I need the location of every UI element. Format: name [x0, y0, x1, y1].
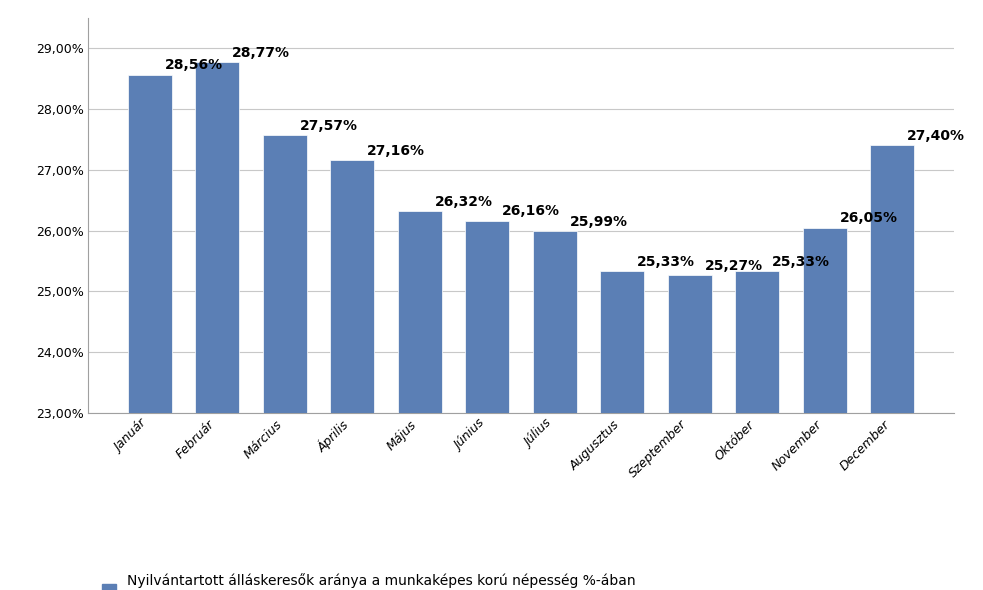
Bar: [196, 62, 239, 413]
Text: 27,40%: 27,40%: [907, 129, 965, 143]
Text: 25,33%: 25,33%: [772, 255, 830, 269]
Bar: [262, 135, 307, 413]
Text: 27,57%: 27,57%: [300, 119, 358, 133]
Text: 26,16%: 26,16%: [502, 204, 560, 218]
Text: 25,27%: 25,27%: [705, 258, 763, 273]
Legend: Nyilvántartott álláskeresők aránya a munkaképes korú népesség %-ában
Hajdúhadház: Nyilvántartott álláskeresők aránya a mun…: [95, 566, 643, 590]
Bar: [601, 271, 644, 413]
Bar: [128, 75, 172, 413]
Bar: [803, 228, 846, 413]
Text: 28,56%: 28,56%: [164, 58, 223, 73]
Text: 25,33%: 25,33%: [637, 255, 695, 269]
Text: 26,32%: 26,32%: [434, 195, 492, 209]
Text: 26,05%: 26,05%: [839, 211, 897, 225]
Bar: [465, 221, 509, 413]
Bar: [667, 275, 712, 413]
Text: 28,77%: 28,77%: [232, 45, 290, 60]
Bar: [330, 160, 375, 413]
Text: 27,16%: 27,16%: [367, 143, 425, 158]
Bar: [398, 211, 441, 413]
Bar: [533, 231, 577, 413]
Bar: [870, 145, 914, 413]
Bar: [735, 271, 780, 413]
Text: 25,99%: 25,99%: [569, 215, 627, 229]
